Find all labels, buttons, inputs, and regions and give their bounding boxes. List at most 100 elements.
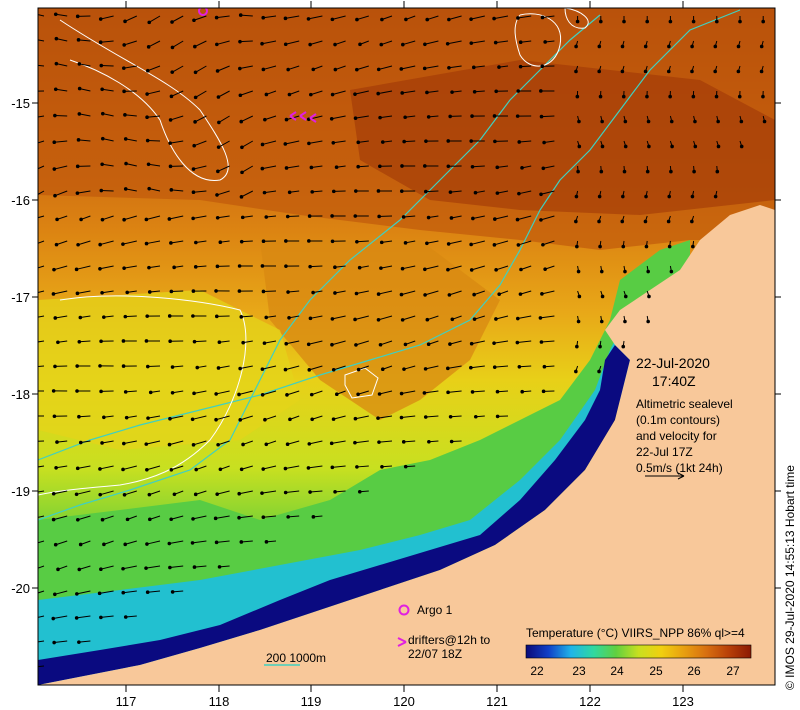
x-tick-label: 120 xyxy=(393,694,415,709)
velocity-arrow xyxy=(125,163,137,167)
velocity-arrow-head xyxy=(51,389,56,393)
velocity-arrow-head xyxy=(145,314,150,318)
velocity-arrow-head xyxy=(599,269,604,274)
velocity-arrow-head xyxy=(51,616,56,621)
velocity-arrow-head xyxy=(308,264,312,269)
velocity-arrow-head xyxy=(540,15,545,20)
velocity-arrow-head xyxy=(690,69,694,74)
velocity-arrow-head xyxy=(145,467,149,472)
velocity-arrow-head xyxy=(75,191,80,195)
velocity-arrow xyxy=(216,540,230,543)
velocity-arrow xyxy=(355,115,369,119)
velocity-arrow-head xyxy=(264,92,269,97)
velocity-arrow-head xyxy=(193,120,197,124)
velocity-arrow xyxy=(331,115,346,120)
velocity-arrow xyxy=(147,65,161,72)
velocity-arrow-head xyxy=(667,244,672,249)
velocity-arrow-head xyxy=(194,467,199,472)
velocity-arrow-head xyxy=(74,616,79,620)
velocity-arrow-head xyxy=(144,241,149,246)
velocity-arrow-head xyxy=(518,40,523,45)
velocity-arrow-head xyxy=(32,365,36,369)
velocity-arrow-head xyxy=(669,169,673,174)
velocity-arrow-head xyxy=(356,392,360,397)
velocity-arrow-head xyxy=(97,591,102,596)
velocity-arrow-head xyxy=(125,290,130,295)
velocity-arrow-head xyxy=(31,195,35,199)
velocity-arrow-head xyxy=(98,40,103,45)
velocity-arrow xyxy=(262,390,277,396)
velocity-arrow-head xyxy=(237,491,242,496)
velocity-arrow-head xyxy=(123,314,128,319)
sealevel-contour xyxy=(344,367,379,399)
velocity-arrow xyxy=(287,440,300,445)
velocity-arrow xyxy=(125,138,137,142)
velocity-arrow-head xyxy=(240,170,244,175)
velocity-arrow-head xyxy=(377,440,381,444)
velocity-arrow-head xyxy=(239,540,244,544)
velocity-arrow-head xyxy=(353,440,357,445)
velocity-arrow-head xyxy=(355,67,359,72)
velocity-arrow xyxy=(381,40,393,46)
argo-legend-icon xyxy=(398,604,410,616)
velocity-arrow-head xyxy=(121,566,125,571)
velocity-arrow xyxy=(125,188,137,192)
velocity-arrow-head xyxy=(739,144,744,149)
velocity-arrow-head xyxy=(263,417,267,422)
velocity-arrow-head xyxy=(400,164,404,168)
velocity-arrow xyxy=(518,240,532,246)
velocity-arrow xyxy=(287,215,300,218)
velocity-arrow xyxy=(38,540,45,544)
velocity-arrow-head xyxy=(169,467,174,472)
velocity-arrow xyxy=(79,565,91,570)
velocity-arrow-head xyxy=(736,69,741,74)
velocity-arrow-head xyxy=(213,516,218,521)
velocity-arrow xyxy=(425,415,439,418)
velocity-arrow-head xyxy=(378,342,383,347)
velocity-arrow-head xyxy=(30,63,34,67)
velocity-arrow xyxy=(493,15,509,20)
velocity-arrow-head xyxy=(307,368,312,372)
velocity-arrow xyxy=(494,340,509,344)
velocity-arrow-head xyxy=(54,36,59,41)
velocity-arrow-head xyxy=(403,241,408,245)
velocity-arrow xyxy=(332,465,346,468)
velocity-arrow-head xyxy=(446,366,450,371)
velocity-arrow-head xyxy=(600,119,604,124)
velocity-arrow-head xyxy=(284,239,288,243)
velocity-arrow-head xyxy=(306,117,311,122)
velocity-arrow xyxy=(148,265,161,269)
velocity-arrow xyxy=(472,390,485,393)
velocity-arrow xyxy=(38,615,45,618)
velocity-arrow xyxy=(495,315,509,320)
velocity-arrow xyxy=(308,465,323,469)
velocity-arrow-head xyxy=(425,241,429,246)
velocity-arrow xyxy=(262,365,277,370)
velocity-arrow-head xyxy=(469,41,474,45)
velocity-arrow-head xyxy=(330,317,335,321)
velocity-arrow-head xyxy=(376,189,381,193)
velocity-arrow-head xyxy=(622,169,627,174)
velocity-arrow-head xyxy=(377,214,381,219)
velocity-arrow xyxy=(401,415,416,419)
y-axis: -15 -16 -17 -18 -19 -20 xyxy=(11,96,781,596)
colorbar-tick-label: 22 xyxy=(530,664,544,678)
velocity-arrow-head xyxy=(667,194,672,199)
velocity-arrow xyxy=(540,190,555,195)
velocity-arrow-head xyxy=(307,239,311,243)
velocity-arrow xyxy=(310,90,323,96)
velocity-arrow-head xyxy=(260,367,265,371)
velocity-arrow xyxy=(494,365,509,368)
velocity-arrow xyxy=(146,215,161,220)
velocity-arrow-head xyxy=(124,415,129,420)
velocity-arrow-head xyxy=(75,14,80,19)
velocity-arrow-head xyxy=(170,365,175,369)
drifter-legend-icon xyxy=(397,637,407,647)
velocity-arrow-head xyxy=(98,492,103,497)
velocity-arrow xyxy=(311,390,323,396)
velocity-arrow-head xyxy=(56,567,60,572)
velocity-arrow-head xyxy=(574,194,579,199)
velocity-arrow xyxy=(38,590,45,594)
velocity-arrow-head xyxy=(54,242,59,247)
velocity-arrow-head xyxy=(715,19,719,24)
